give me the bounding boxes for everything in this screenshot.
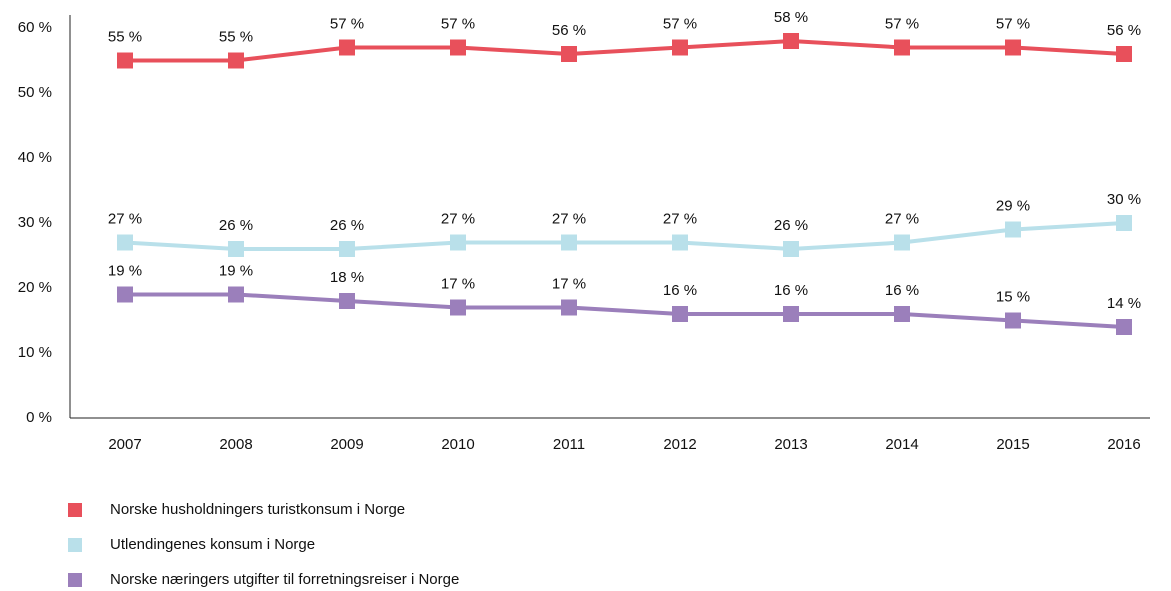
data-label: 27 % <box>108 210 142 227</box>
data-label: 30 % <box>1107 191 1141 208</box>
point-marker <box>228 241 244 257</box>
data-label: 27 % <box>552 210 586 227</box>
point-marker <box>339 293 355 309</box>
legend-label: Utlendingenes konsum i Norge <box>110 536 315 553</box>
point-marker <box>672 306 688 322</box>
y-tick-label: 30 % <box>18 214 52 231</box>
point-marker <box>1116 319 1132 335</box>
data-label: 57 % <box>996 15 1030 32</box>
point-marker <box>339 39 355 56</box>
point-marker <box>1005 39 1021 56</box>
data-label: 56 % <box>1107 22 1141 39</box>
point-marker <box>117 286 133 303</box>
point-marker <box>672 234 688 251</box>
legend-swatch <box>68 538 82 552</box>
data-label: 27 % <box>663 210 697 227</box>
point-marker <box>783 241 799 257</box>
x-tick-label: 2015 <box>996 436 1029 453</box>
x-tick-label: 2007 <box>108 436 141 453</box>
data-label: 27 % <box>441 210 475 227</box>
y-tick-label: 60 % <box>18 19 52 36</box>
data-label: 57 % <box>330 15 364 32</box>
point-marker <box>117 234 133 251</box>
point-marker <box>450 234 466 251</box>
point-marker <box>1005 221 1021 238</box>
x-tick-label: 2014 <box>885 436 918 453</box>
point-marker <box>894 234 910 251</box>
series-line <box>124 221 1125 252</box>
legend-label: Norske næringers utgifter til forretning… <box>110 571 459 588</box>
point-marker <box>1005 312 1021 329</box>
x-tick-label: 2008 <box>219 436 252 453</box>
data-label: 17 % <box>441 275 475 292</box>
data-label: 17 % <box>552 275 586 292</box>
legend-swatch <box>68 573 82 587</box>
data-label: 26 % <box>330 217 364 234</box>
point-marker <box>450 299 466 316</box>
data-label: 29 % <box>996 197 1030 214</box>
data-label: 14 % <box>1107 295 1141 312</box>
data-label: 57 % <box>663 15 697 32</box>
point-marker <box>894 39 910 56</box>
point-marker <box>561 299 577 316</box>
point-marker <box>561 46 577 62</box>
y-tick-label: 10 % <box>18 344 52 361</box>
data-label: 26 % <box>774 217 808 234</box>
point-marker <box>672 39 688 56</box>
point-marker <box>783 33 799 49</box>
point-marker <box>1116 215 1132 231</box>
x-tick-label: 2009 <box>330 436 363 453</box>
point-marker <box>561 234 577 251</box>
data-label: 19 % <box>108 262 142 279</box>
data-label: 27 % <box>885 210 919 227</box>
point-marker <box>783 306 799 322</box>
data-label: 56 % <box>552 22 586 39</box>
point-marker <box>228 286 244 303</box>
point-marker <box>228 52 244 69</box>
y-tick-label: 50 % <box>18 84 52 101</box>
data-label: 57 % <box>441 15 475 32</box>
data-label: 16 % <box>885 282 919 299</box>
data-label: 18 % <box>330 269 364 286</box>
y-tick-label: 40 % <box>18 149 52 166</box>
data-label: 55 % <box>108 28 142 45</box>
point-marker <box>117 52 133 69</box>
y-tick-label: 0 % <box>26 409 52 426</box>
data-label: 19 % <box>219 262 253 279</box>
data-label: 55 % <box>219 28 253 45</box>
x-tick-label: 2011 <box>553 436 585 453</box>
x-tick-label: 2013 <box>774 436 807 453</box>
data-label: 58 % <box>774 9 808 26</box>
y-tick-label: 20 % <box>18 279 52 296</box>
data-label: 15 % <box>996 288 1030 305</box>
data-label: 26 % <box>219 217 253 234</box>
point-marker <box>894 306 910 322</box>
series-line <box>125 38 1125 63</box>
data-label: 16 % <box>774 282 808 299</box>
point-marker <box>450 39 466 56</box>
legend-swatch <box>68 503 82 517</box>
legend-label: Norske husholdningers turistkonsum i Nor… <box>110 501 405 518</box>
x-tick-label: 2012 <box>663 436 696 453</box>
point-marker <box>339 241 355 257</box>
series-line <box>125 292 1125 329</box>
point-marker <box>1116 46 1132 62</box>
data-label: 57 % <box>885 15 919 32</box>
x-tick-label: 2016 <box>1107 436 1140 453</box>
data-label: 16 % <box>663 282 697 299</box>
x-tick-label: 2010 <box>441 436 474 453</box>
